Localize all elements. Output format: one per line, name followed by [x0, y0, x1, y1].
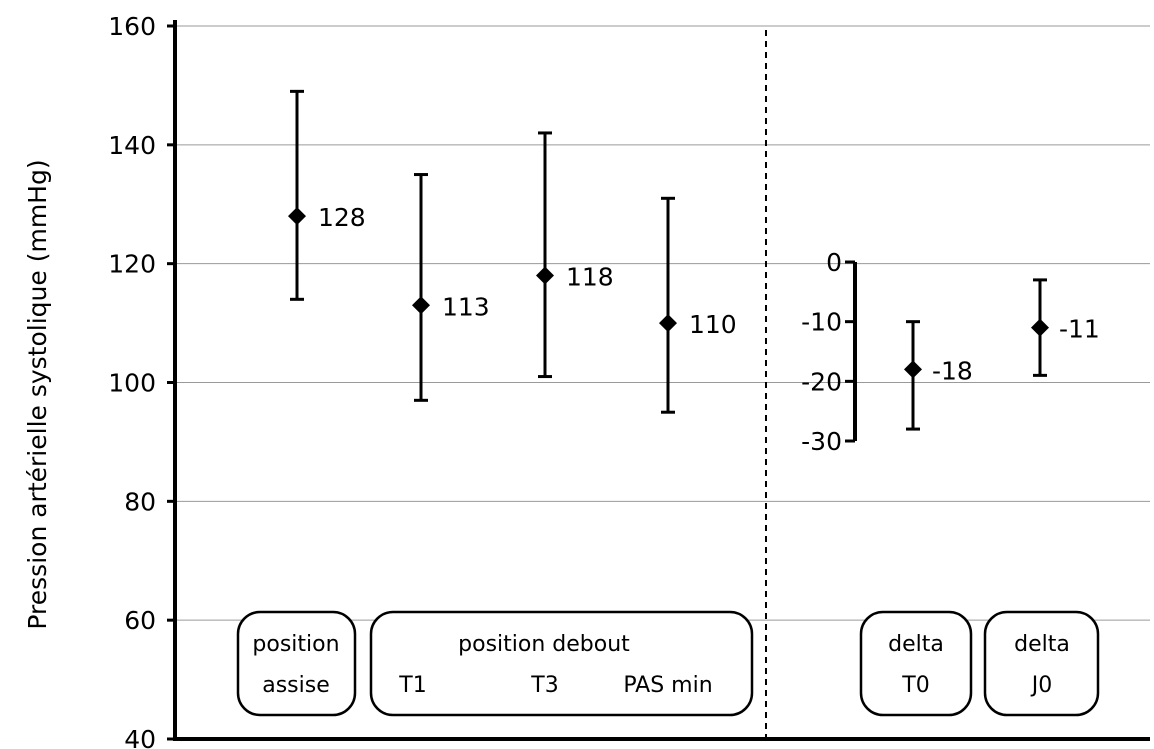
group-label-bottom: T3	[530, 673, 558, 698]
group-label-bottom: assise	[262, 673, 330, 698]
y-tick-label: 40	[124, 725, 156, 749]
group-label-bottom: J0	[1030, 673, 1053, 698]
group-box	[236, 610, 357, 717]
data-point-marker	[288, 207, 306, 226]
data-point-marker	[904, 360, 922, 379]
data-point-marker	[536, 266, 554, 285]
group-label-top: position debout	[458, 632, 630, 657]
delta-y-tick-label: 0	[826, 248, 842, 277]
group-boxes: position assise position debout T1 T3 PAS min…	[236, 610, 1100, 717]
data-label: -11	[1059, 315, 1100, 344]
group-label-top: position	[252, 632, 339, 657]
y-tick-label: 60	[124, 606, 156, 635]
data-point-marker	[412, 296, 430, 315]
data-label: -18	[932, 356, 973, 385]
y-tick-label: 120	[108, 250, 156, 279]
group-label-top: delta	[1014, 632, 1070, 657]
group-box	[369, 610, 754, 717]
group-label-top: delta	[888, 632, 944, 657]
delta-y-tick-label: -10	[801, 308, 842, 337]
data-label: 128	[318, 203, 366, 232]
group-label-bottom: T0	[901, 673, 929, 698]
y-tick-label: 80	[124, 487, 156, 516]
group-box	[859, 610, 973, 717]
y-tick-labels: 160 140 120 100 80 60 40	[108, 12, 156, 749]
delta-y-tick-label: -30	[801, 427, 842, 456]
data-point-marker	[1031, 318, 1049, 337]
delta-y-tick-label: -20	[801, 367, 842, 396]
y-axis-label: Pression artérielle systolique (mmHg)	[23, 159, 52, 629]
group-label-bottom: T1	[398, 673, 426, 698]
data-label: 118	[566, 263, 614, 292]
group-label-bottom: PAS min	[623, 673, 712, 698]
delta-axis: 0 -10 -20 -30	[801, 248, 857, 456]
data-label: 110	[689, 310, 737, 339]
y-tick-label: 160	[108, 12, 156, 41]
y-tick-label: 140	[108, 131, 156, 160]
y-tick-label: 100	[108, 369, 156, 398]
data-point-marker	[659, 314, 677, 333]
data-label: 113	[442, 292, 490, 321]
group-box	[983, 610, 1100, 717]
data-points: 128 113 118 110 -18 -11	[288, 89, 1100, 431]
